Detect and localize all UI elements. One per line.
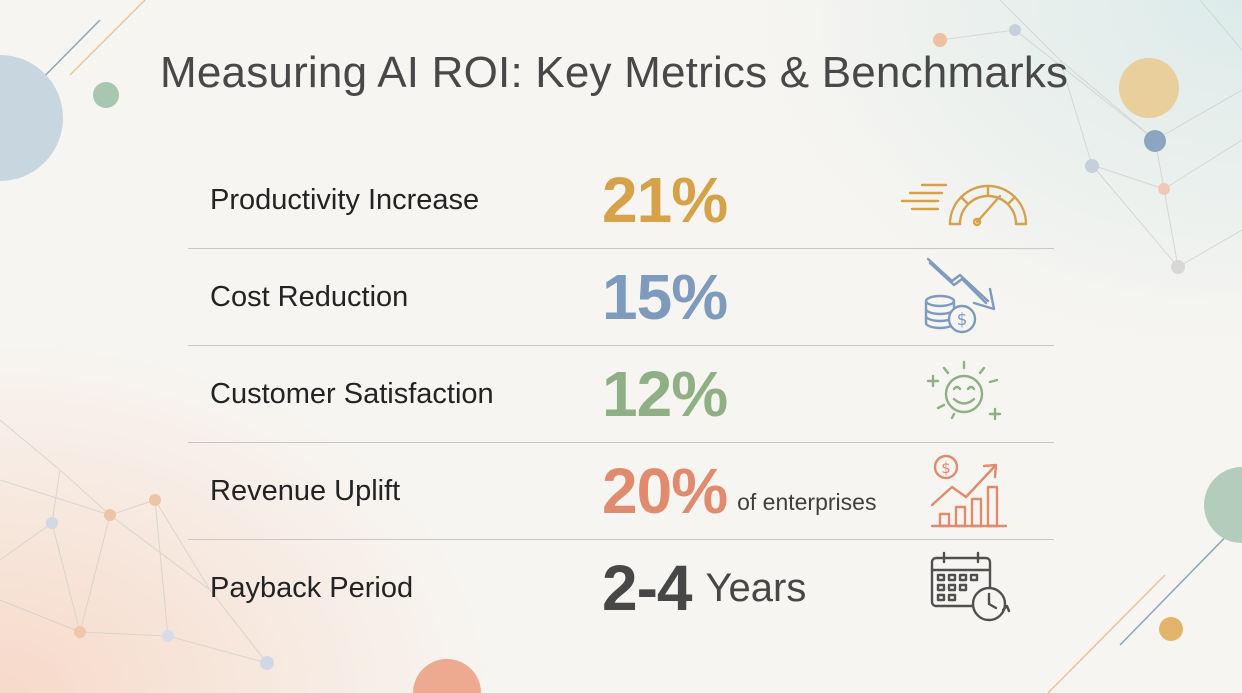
metric-row-productivity: Productivity Increase 21% bbox=[188, 152, 1054, 249]
speedometer-icon bbox=[894, 160, 1034, 240]
metric-number: 12% bbox=[602, 358, 728, 430]
calendar-clock-icon bbox=[894, 548, 1034, 628]
metric-label: Cost Reduction bbox=[210, 281, 409, 313]
metric-value: 2-4 Years bbox=[602, 540, 806, 636]
metric-row-payback: Payback Period 2-4 Years bbox=[188, 540, 1054, 636]
metric-number: 21% bbox=[602, 164, 728, 236]
metric-number: 2-4 bbox=[602, 552, 692, 624]
metric-label: Productivity Increase bbox=[210, 184, 480, 216]
svg-text:$: $ bbox=[957, 310, 968, 330]
metric-label: Revenue Uplift bbox=[210, 475, 401, 507]
metric-unit: Years bbox=[705, 565, 807, 610]
metric-number: 20% bbox=[602, 455, 728, 527]
metric-value: 20% of enterprises bbox=[602, 443, 876, 539]
metric-value: 12% bbox=[602, 346, 728, 442]
metric-value: 15% bbox=[602, 249, 728, 345]
metric-label: Payback Period bbox=[210, 572, 414, 604]
svg-text:$: $ bbox=[941, 459, 951, 477]
revenue-growth-chart-icon: $ bbox=[894, 451, 1034, 531]
coins-down-arrow-icon: $ bbox=[894, 257, 1034, 337]
metric-label: Customer Satisfaction bbox=[210, 378, 494, 410]
smiley-face-icon bbox=[894, 354, 1034, 434]
metric-note: of enterprises bbox=[737, 488, 877, 515]
metric-value: 21% bbox=[602, 152, 728, 248]
metrics-table: Productivity Increase 21% Cos bbox=[188, 152, 1054, 636]
page-title: Measuring AI ROI: Key Metrics & Benchmar… bbox=[160, 48, 1069, 97]
metric-row-cost: Cost Reduction 15% $ bbox=[188, 249, 1054, 346]
metric-row-satisfaction: Customer Satisfaction 12% bbox=[188, 346, 1054, 443]
metric-row-revenue: Revenue Uplift 20% of enterprises $ bbox=[188, 443, 1054, 540]
metric-number: 15% bbox=[602, 261, 728, 333]
